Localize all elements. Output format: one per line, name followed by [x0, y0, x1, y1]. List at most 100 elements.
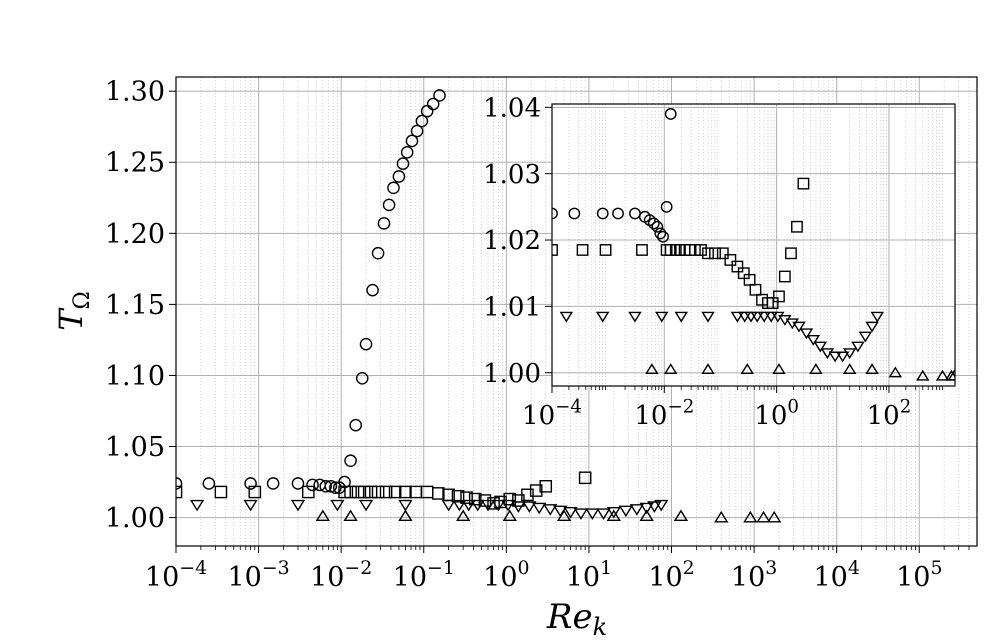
main-circle-point: [266, 477, 280, 490]
main-x-tick-label: 10−1: [393, 557, 455, 593]
main-triangle-down-point: [543, 504, 558, 516]
main-square-point: [409, 485, 423, 499]
inset-y-tick-label: 1.02: [483, 226, 541, 256]
inset-x-tick-label: 10−2: [634, 396, 694, 431]
main-y-tick-label: 1.20: [105, 219, 165, 250]
main-circle-point: [426, 97, 440, 111]
inset-x-tick-label: 102: [867, 396, 912, 431]
inset-square-point: [702, 247, 714, 260]
inset-triangle-up-point: [701, 363, 715, 375]
main-triangle-down-point: [639, 502, 654, 515]
inset-triangle-down-point: [842, 348, 857, 360]
main-square-point: [248, 485, 262, 499]
main-circle-point: [377, 217, 391, 230]
main-x-tick-label: 104: [813, 557, 859, 593]
main-triangle-up-point: [456, 509, 471, 522]
main-circle-point: [410, 124, 424, 138]
inset-x-tick-label: 10−4: [522, 396, 582, 431]
inset-y-tick-label: 1.03: [483, 160, 541, 190]
inset-triangle-down-point: [764, 311, 778, 323]
main-square-point: [451, 489, 465, 503]
main-square-point: [357, 485, 371, 499]
inset-triangle-down-point: [813, 341, 828, 353]
main-circle-point: [433, 89, 446, 102]
main-square-point: [460, 491, 473, 504]
inset-triangle-up-point: [935, 369, 950, 381]
main-x-tick-label: 10−3: [227, 557, 289, 593]
main-square-point: [578, 471, 592, 485]
inset-triangle-down-point: [750, 311, 764, 323]
main-triangle-up-point: [315, 509, 330, 522]
main-triangle-down-point: [563, 506, 578, 519]
main-circle-point: [291, 477, 305, 490]
main-circle-point: [202, 477, 216, 490]
inset-circle-point: [664, 108, 677, 120]
main-triangle-down-point: [243, 499, 258, 512]
inset-triangle-up-point: [664, 363, 678, 375]
inset-triangle-up-point: [645, 363, 659, 375]
main-triangle-down-point: [461, 499, 476, 512]
main-triangle-down-point: [606, 506, 621, 519]
inset-y-tick-label: 1.04: [483, 93, 541, 123]
inset-square-point: [766, 297, 779, 309]
inset-square-point: [731, 260, 744, 273]
inset-y-tick-label: 1.00: [483, 359, 541, 389]
main-data-points: [176, 89, 782, 523]
inset-circle-point: [643, 214, 656, 227]
main-triangle-down-point: [491, 499, 506, 512]
inset-triangle-down-point: [792, 321, 806, 333]
inset-square-point: [724, 254, 737, 266]
inset-square-point: [695, 244, 707, 256]
main-triangle-down-point: [290, 499, 306, 512]
main-x-tick-label: 10−4: [145, 557, 207, 593]
main-square-point: [529, 484, 543, 497]
main-triangle-down-point: [585, 508, 600, 520]
main-circle-point: [382, 198, 396, 212]
main-triangle-down-point: [480, 499, 496, 512]
inset-x-tick-label: 100: [754, 396, 799, 431]
main-y-tick-label: 1.00: [105, 503, 165, 534]
main-square-point: [344, 485, 357, 499]
main-triangle-down-point: [522, 501, 537, 513]
inset-triangle-down-point: [799, 328, 814, 340]
main-circle-point: [415, 114, 429, 128]
y-axis-label: TΩ: [52, 291, 95, 331]
main-square-point: [176, 485, 183, 499]
main-triangle-up-point: [743, 510, 758, 523]
inset-triangle-up-point: [809, 363, 823, 375]
inset-circle-point: [612, 207, 624, 220]
inset-triangle-down-point: [655, 311, 669, 323]
main-circle-point: [355, 371, 369, 385]
inset-square-point: [709, 247, 721, 260]
main-circle-point: [349, 418, 363, 432]
main-x-tick-label: 101: [566, 557, 612, 593]
main-triangle-down-point: [330, 499, 345, 512]
x-axis-label: Rek: [546, 597, 607, 641]
main-square-point: [420, 485, 434, 499]
main-y-tick-label: 1.15: [105, 290, 165, 321]
main-circle-point: [244, 477, 257, 490]
main-square-point: [503, 492, 517, 506]
main-triangle-down-point: [452, 499, 467, 512]
inset-circle-point: [568, 207, 581, 220]
main-triangle-down-point: [629, 504, 644, 516]
inset-axes-frame: [551, 103, 956, 387]
inset-square-point: [636, 244, 648, 256]
inset-triangle-up-point: [772, 363, 786, 375]
inset-triangle-down-point: [701, 311, 715, 323]
main-circle-point: [344, 454, 357, 468]
inset-circle-point: [552, 207, 558, 220]
main-square-point: [364, 485, 378, 499]
inset-triangle-up-point: [865, 363, 879, 375]
inset-square-point: [688, 244, 701, 256]
main-circle-point: [405, 134, 419, 148]
main-triangle-up-point: [714, 510, 729, 523]
inset-triangle-down-point: [596, 311, 610, 323]
main-y-tick-label: 1.25: [105, 148, 165, 179]
inset-triangle-down-point: [737, 311, 752, 323]
main-x-tick-label: 103: [731, 557, 777, 593]
main-square-point: [214, 485, 228, 499]
main-square-point: [487, 497, 500, 510]
main-square-point: [521, 488, 534, 502]
main-y-tick-label: 1.30: [105, 77, 165, 108]
